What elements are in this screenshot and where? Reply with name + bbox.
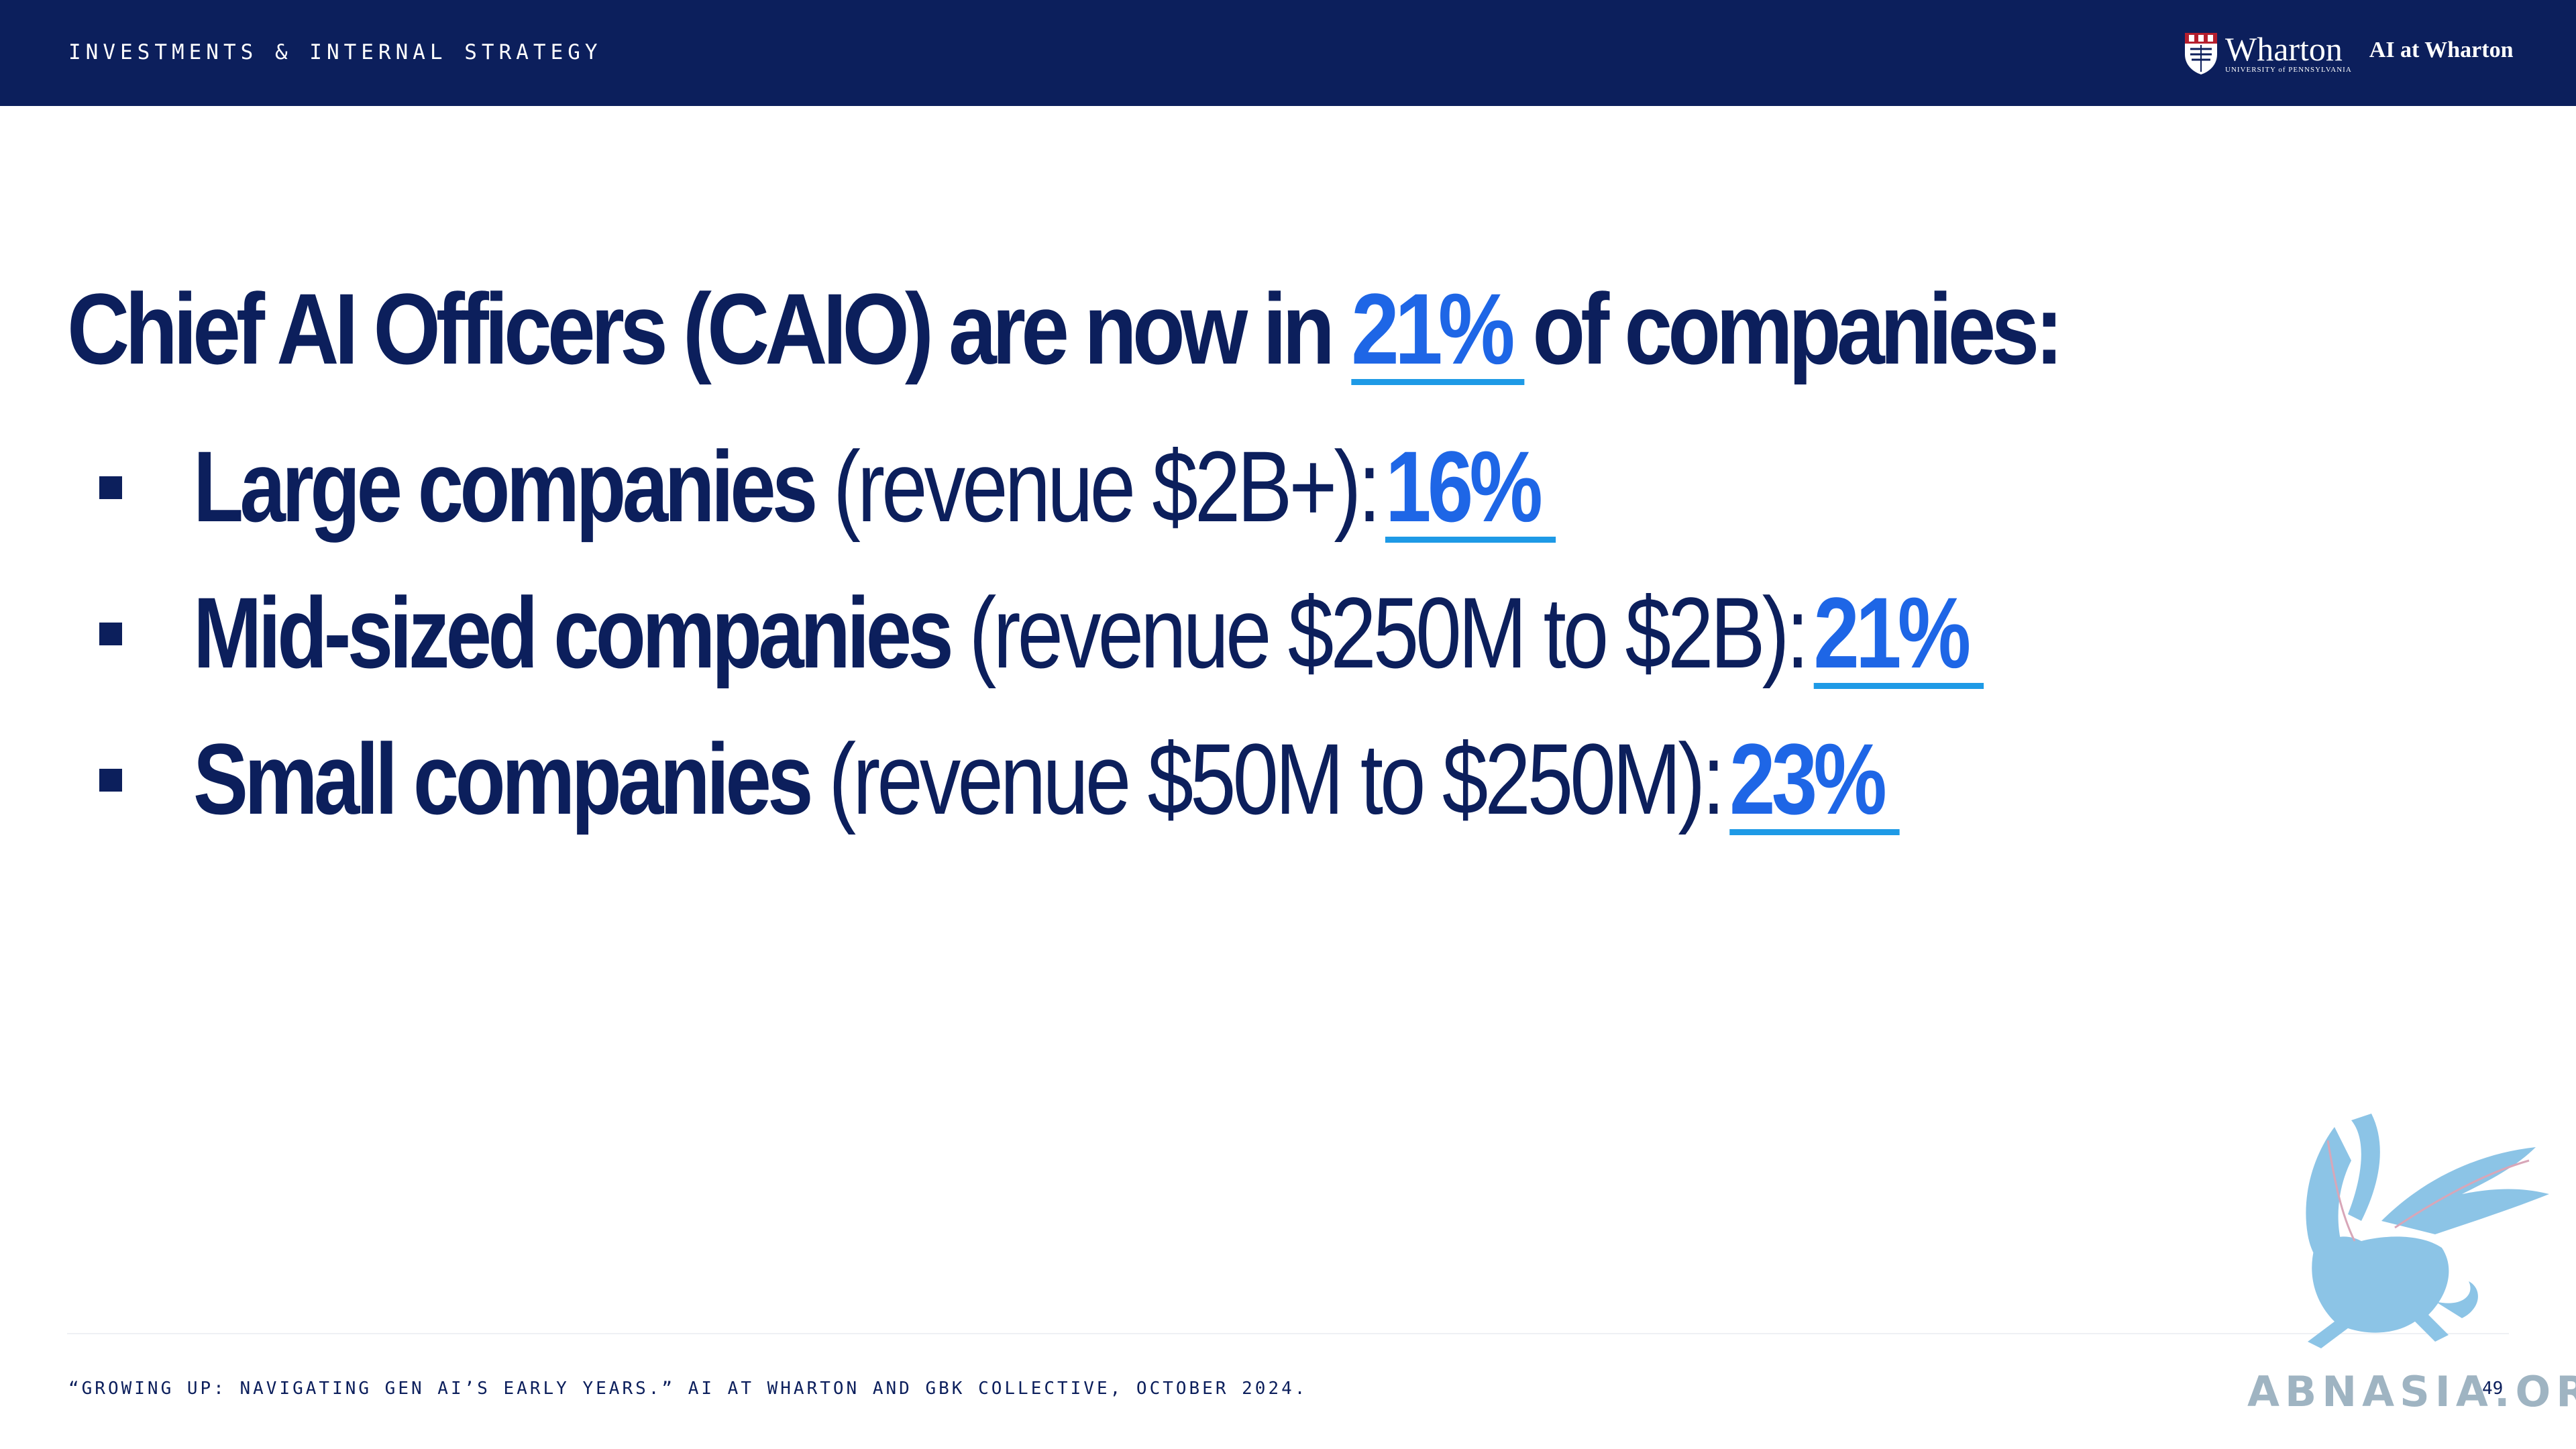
bullet-revenue: (revenue $250M to $2B): [969,576,1809,689]
footer-divider [67,1333,2509,1334]
bullet-revenue: (revenue $50M to $250M): [828,722,1725,835]
watermark-text: ABNASIA.ORG [2247,1367,2576,1416]
logo-university-text: UNIVERSITY of PENNSYLVANIA [2225,66,2352,74]
logo-program-text: AI at Wharton [2369,38,2514,62]
bullet-text: Small companies (revenue $50M to $250M):… [193,722,1900,836]
bullet-label: Small companies [193,722,814,835]
header-bar: INVESTMENTS & INTERNAL STRATEGY Wharton … [0,0,2576,106]
logo-wharton-text: Wharton [2225,30,2343,68]
bullet-stat: 21% [1813,582,1984,689]
section-label: INVESTMENTS & INTERNAL STRATEGY [68,40,602,64]
bullet-marker [99,769,122,792]
bullet-label: Large companies [193,430,818,543]
footer-source: “GROWING UP: NAVIGATING GEN AI’S EARLY Y… [68,1379,1308,1399]
bullet-revenue: (revenue $2B+): [833,430,1381,543]
headline-stat: 21% [1351,278,1525,385]
bullet-text: Large companies (revenue $2B+):16% [193,429,1556,543]
page-number: 49 [2482,1379,2504,1399]
headline-before: Chief AI Officers (CAIO) are now in [67,272,1335,385]
bullet-marker [99,476,122,499]
bullet-label: Mid-sized companies [193,576,954,689]
griffin-icon [2306,1114,2549,1348]
bullet-stat: 16% [1385,436,1556,543]
penn-shield-icon [2185,33,2217,74]
bullet-marker [99,623,122,645]
bullet-stat: 23% [1729,729,1900,835]
headline-after: of companies: [1532,272,2063,385]
page-title: Chief AI Officers (CAIO) are now in 21% of… [67,272,2063,386]
bullet-text: Mid-sized companies (revenue $250M to $2… [193,576,1984,690]
wharton-logo: Wharton UNIVERSITY of PENNSYLVANIA AI at… [2184,27,2514,80]
